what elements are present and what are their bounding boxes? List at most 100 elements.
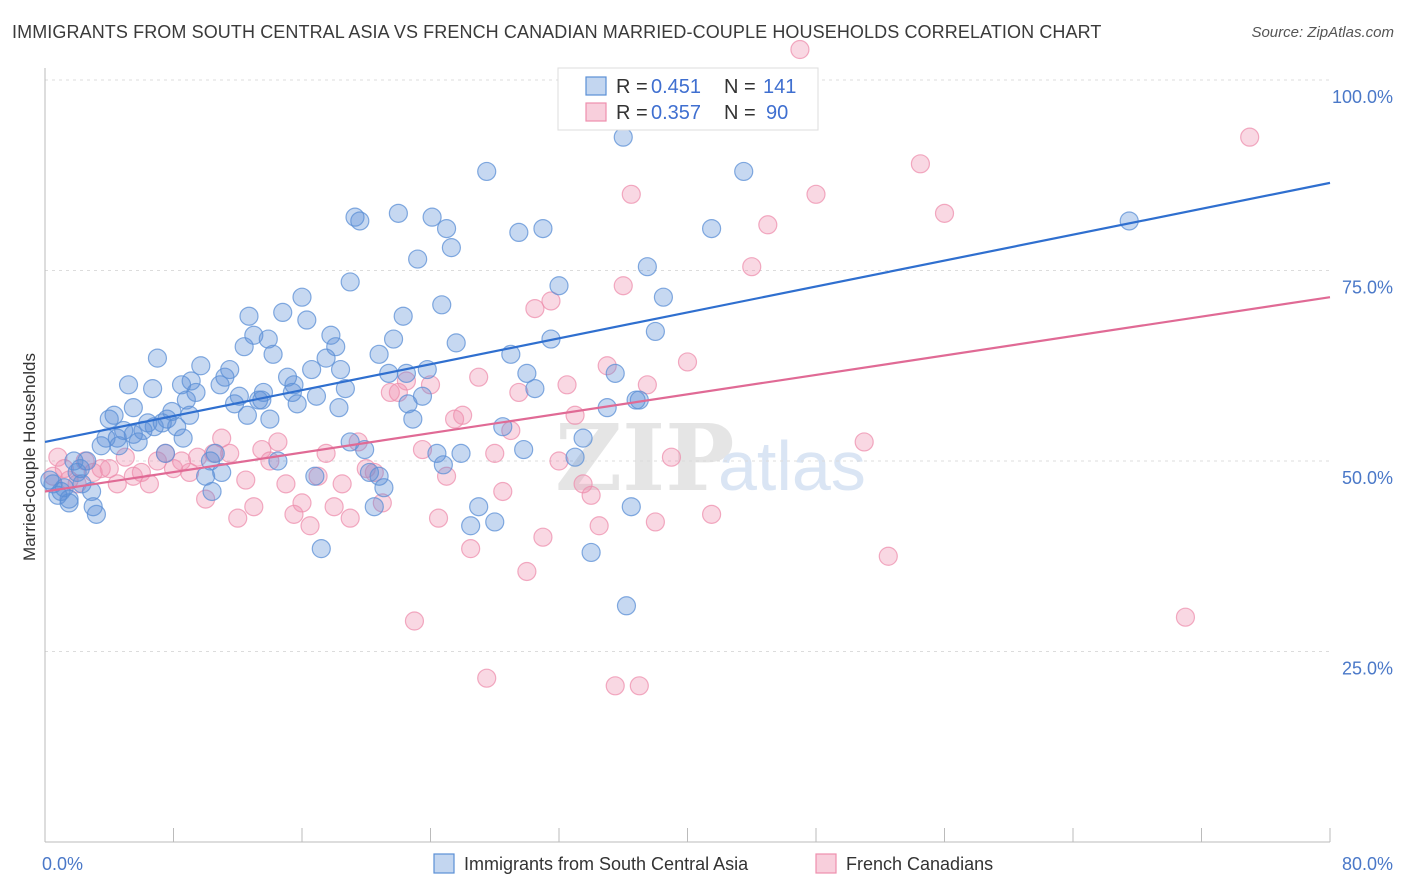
data-point (147, 451, 168, 471)
data-point (412, 386, 433, 406)
x-tick-labels: 0.0% 80.0% (42, 854, 1393, 874)
data-point (81, 481, 102, 502)
data-point (43, 474, 63, 494)
data-point (637, 375, 657, 395)
data-point (581, 485, 601, 505)
data-point (621, 497, 641, 517)
data-point (155, 443, 176, 463)
data-point (549, 451, 569, 471)
data-point (1240, 127, 1260, 147)
data-point (436, 466, 457, 486)
data-point (99, 459, 119, 479)
data-point (350, 211, 370, 231)
y-tick-label: 100.0% (1332, 87, 1393, 107)
data-point (485, 512, 505, 532)
data-point (469, 367, 489, 387)
data-point (477, 668, 497, 688)
data-point (645, 512, 665, 532)
data-point (509, 222, 529, 242)
data-point (436, 218, 457, 239)
data-point (83, 497, 103, 517)
watermark-zip: ZIP (555, 404, 734, 512)
legend-r-label-blue: R = (616, 76, 648, 98)
data-point (597, 356, 617, 376)
data-point (109, 436, 129, 456)
data-point (237, 405, 257, 425)
y-tick-label: 50.0% (1342, 468, 1393, 488)
data-point (525, 379, 545, 399)
data-point (239, 306, 259, 326)
data-point (77, 451, 97, 471)
data-point (613, 276, 633, 296)
data-point (330, 359, 351, 380)
legend-n-label-blue: N = (724, 76, 756, 98)
data-point (359, 462, 380, 483)
y-tick-labels: 25.0% 50.0% 75.0% 100.0% (1332, 87, 1393, 679)
data-point (212, 462, 232, 483)
data-point (533, 527, 553, 547)
bottom-legend-label-pink: French Canadians (846, 854, 993, 874)
data-point (461, 539, 481, 559)
bottom-legend-swatch-blue (433, 853, 455, 874)
data-point (258, 329, 278, 349)
data-point (144, 417, 164, 437)
data-point (742, 257, 762, 277)
data-point (181, 371, 201, 391)
x-tick-label-min: 0.0% (42, 854, 83, 874)
axes (44, 68, 1331, 843)
data-point (525, 299, 545, 319)
data-point (107, 428, 127, 448)
data-point (383, 329, 404, 349)
data-point (701, 504, 722, 524)
data-point (70, 459, 90, 479)
y-tick-label: 25.0% (1342, 659, 1393, 679)
data-point (306, 386, 327, 406)
data-point (589, 516, 609, 536)
data-point (427, 443, 447, 463)
data-point (388, 203, 408, 223)
chart-title: IMMIGRANTS FROM SOUTH CENTRAL ASIA VS FR… (12, 22, 1102, 42)
data-point (292, 287, 312, 307)
data-point (179, 405, 200, 425)
trend-lines (44, 181, 1331, 493)
data-point (244, 325, 264, 345)
data-point (369, 344, 389, 364)
legend-swatch-pink (585, 102, 607, 122)
data-point (451, 443, 471, 463)
data-point (514, 439, 534, 460)
series-french-canadians (43, 39, 1260, 696)
data-point (176, 390, 196, 410)
data-point (408, 249, 428, 269)
data-point (629, 676, 649, 696)
legend-r-value-blue: 0.451 (651, 76, 701, 98)
data-point (48, 447, 68, 467)
legend-r-value-pink: 0.357 (651, 102, 701, 124)
data-point (422, 207, 442, 227)
data-point (533, 218, 553, 239)
y-axis-label: Married-couple Households (20, 353, 39, 561)
data-point (167, 417, 187, 437)
data-point (910, 154, 931, 174)
data-point (196, 489, 216, 509)
data-point (541, 291, 561, 311)
source-label: Source: ZipAtlas.com (1251, 24, 1394, 41)
legend-n-label-pink: N = (724, 102, 756, 124)
trend-line-south-central-asia (44, 181, 1331, 444)
data-point (43, 466, 63, 486)
data-point (104, 405, 124, 425)
data-point (396, 371, 417, 391)
legend-r-label-pink: R = (616, 102, 648, 124)
data-point (485, 443, 505, 463)
data-point (220, 359, 240, 380)
watermark: ZIP atlas (555, 404, 866, 512)
data-point (446, 333, 466, 353)
data-point (433, 455, 453, 475)
data-point (118, 375, 139, 395)
data-point (661, 447, 682, 467)
data-point (263, 344, 283, 364)
data-point (854, 432, 874, 452)
bottom-legend: Immigrants from South Central Asia Frenc… (433, 853, 993, 874)
legend-n-value-blue: 141 (763, 76, 796, 98)
data-point (428, 508, 449, 528)
